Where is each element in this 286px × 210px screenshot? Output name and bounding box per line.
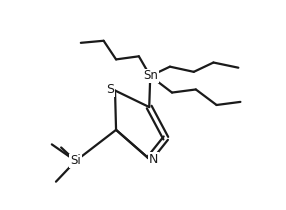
Text: Sn: Sn	[143, 70, 158, 83]
Text: S: S	[106, 83, 114, 96]
Text: N: N	[149, 154, 158, 166]
Text: Si: Si	[70, 154, 81, 167]
